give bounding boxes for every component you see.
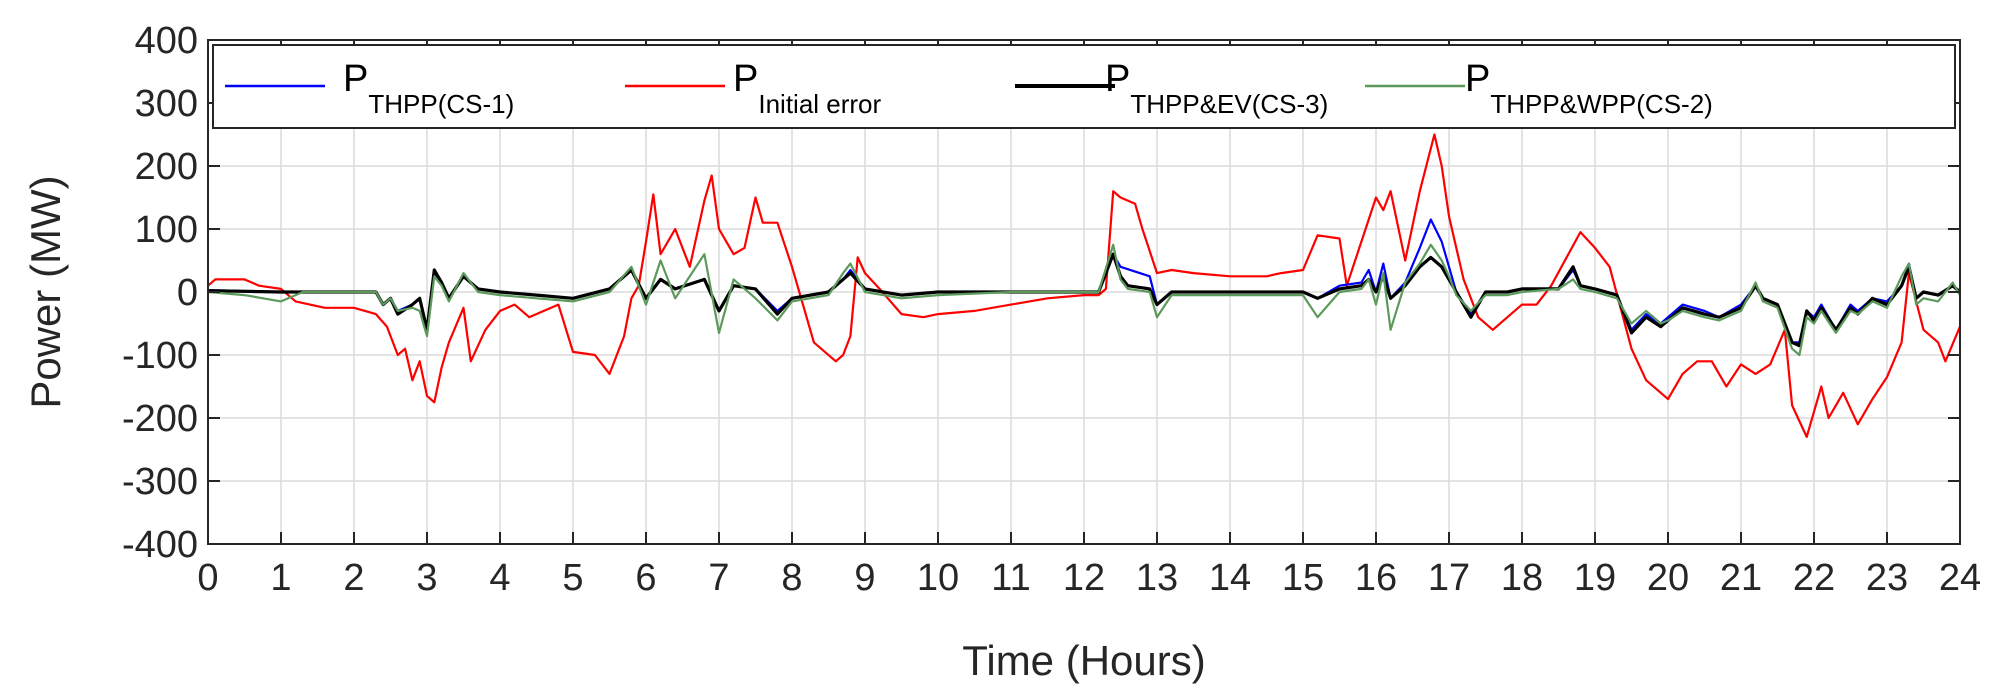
y-axis-title: Power (MW) (22, 175, 69, 408)
y-tick-label: -300 (122, 461, 198, 503)
legend-entry-main: P (733, 58, 758, 100)
x-tick-label: 3 (416, 557, 437, 599)
x-tick-label: 4 (489, 557, 510, 599)
legend-entry-subscript: THPP&WPP(CS-2) (1490, 89, 1712, 119)
legend-entry-subscript: THPP(CS-1) (368, 89, 514, 119)
y-tick-label: -400 (122, 524, 198, 566)
x-tick-label: 0 (197, 557, 218, 599)
x-tick-label: 19 (1574, 557, 1616, 599)
legend: PTHPP(CS-1)PInitial errorPTHPP&EV(CS-3)P… (212, 44, 1956, 129)
y-tick-label: 0 (177, 272, 198, 314)
legend-entry-3: PTHPP&WPP(CS-2) (1465, 58, 1713, 119)
y-tick-label: -100 (122, 335, 198, 377)
legend-entry-subscript: THPP&EV(CS-3) (1130, 89, 1328, 119)
x-tick-label: 13 (1136, 557, 1178, 599)
x-tick-label: 1 (270, 557, 291, 599)
x-axis-title: Time (Hours) (962, 637, 1205, 684)
y-tick-label: 300 (135, 83, 198, 125)
x-tick-label: 23 (1866, 557, 1908, 599)
legend-entry-1: PInitial error (733, 58, 882, 119)
x-tick-label: 20 (1647, 557, 1689, 599)
x-tick-label: 18 (1501, 557, 1543, 599)
y-tick-label: 400 (135, 20, 198, 62)
legend-entry-0: PTHPP(CS-1) (343, 58, 514, 119)
x-tick-label: 10 (917, 557, 959, 599)
legend-entry-main: P (343, 58, 368, 100)
x-tick-label: 16 (1355, 557, 1397, 599)
x-tick-label: 24 (1939, 557, 1981, 599)
x-tick-label: 22 (1793, 557, 1835, 599)
x-tick-label: 8 (781, 557, 802, 599)
x-tick-label: 14 (1209, 557, 1251, 599)
x-tick-label: 11 (991, 557, 1030, 599)
y-tick-label: 200 (135, 146, 198, 188)
x-tick-label: 21 (1720, 557, 1762, 599)
x-tick-label: 12 (1063, 557, 1105, 599)
y-tick-label: 100 (135, 209, 198, 251)
series-line-1 (207, 133, 1962, 438)
series-layer (207, 133, 1962, 438)
series-line-2 (207, 252, 1962, 348)
series-line-3 (207, 243, 1961, 357)
x-tick-label: 7 (708, 557, 729, 599)
x-tick-label: 6 (635, 557, 656, 599)
legend-entry-2: PTHPP&EV(CS-3) (1105, 58, 1328, 119)
legend-entry-main: P (1465, 58, 1490, 100)
x-tick-label: 2 (343, 557, 364, 599)
x-tick-label: 5 (562, 557, 583, 599)
x-tick-label: 9 (854, 557, 875, 599)
y-tick-label: -200 (122, 398, 198, 440)
legend-entry-subscript: Initial error (758, 89, 881, 119)
x-tick-label: 17 (1428, 557, 1470, 599)
legend-entry-main: P (1105, 58, 1130, 100)
x-tick-label: 15 (1282, 557, 1324, 599)
